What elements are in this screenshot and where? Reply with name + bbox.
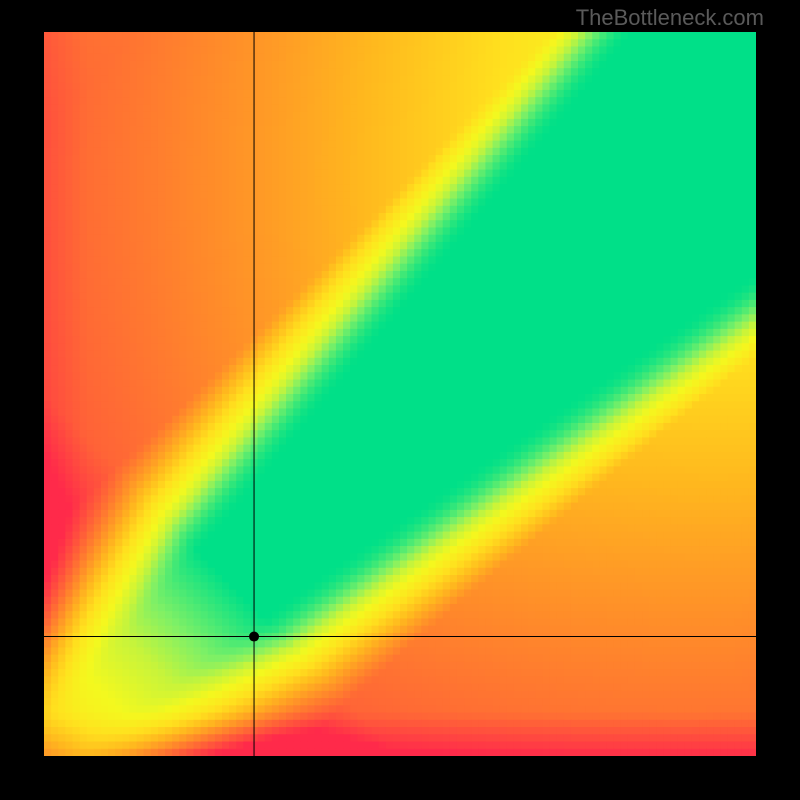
heatmap-plot: [44, 32, 756, 756]
watermark-text: TheBottleneck.com: [576, 5, 764, 31]
marker-point: [249, 632, 259, 642]
